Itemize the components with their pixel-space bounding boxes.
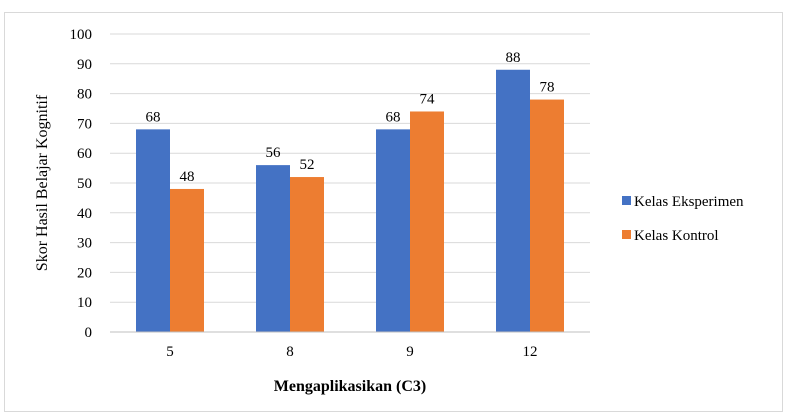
- x-tick-label: 8: [286, 344, 294, 360]
- x-axis-title: Mengaplikasikan (C3): [274, 378, 426, 395]
- y-tick-label: 90: [77, 57, 92, 73]
- data-label: 68: [386, 109, 401, 125]
- data-label: 78: [540, 80, 555, 96]
- bar-kelas-kontrol: [290, 177, 324, 332]
- y-tick-label: 80: [77, 87, 92, 103]
- data-label: 88: [506, 50, 521, 66]
- y-axis-title: Skor Hasil Belajar Kognitif: [34, 94, 51, 271]
- legend-swatch: [622, 230, 631, 239]
- y-tick-label: 0: [85, 325, 93, 341]
- x-axis-ticks: 5 8 9 12: [166, 344, 537, 360]
- legend-swatch: [622, 196, 631, 205]
- data-label: 52: [300, 157, 315, 173]
- bar-kelas-kontrol: [530, 99, 564, 332]
- y-tick-label: 70: [77, 116, 92, 132]
- y-tick-label: 60: [77, 146, 92, 162]
- bar-kelas-eksperimen: [496, 69, 530, 332]
- data-label: 68: [146, 109, 161, 125]
- bar-kelas-eksperimen: [376, 129, 410, 332]
- data-label: 56: [266, 145, 282, 161]
- y-tick-label: 50: [77, 176, 92, 192]
- bars: 68 48 56 52 68 74 88 78: [136, 50, 564, 332]
- x-tick-label: 9: [406, 344, 414, 360]
- x-tick-label: 12: [523, 344, 538, 360]
- legend: Kelas Eksperimen Kelas Kontrol: [622, 194, 744, 244]
- y-tick-label: 20: [77, 265, 92, 281]
- data-label: 74: [420, 91, 436, 107]
- bar-kelas-eksperimen: [256, 165, 290, 332]
- bar-kelas-eksperimen: [136, 129, 170, 332]
- bar-kelas-kontrol: [170, 188, 204, 332]
- legend-label: Kelas Kontrol: [634, 228, 719, 244]
- y-tick-label: 100: [70, 27, 93, 43]
- bar-kelas-kontrol: [410, 111, 444, 332]
- y-tick-label: 40: [77, 206, 92, 222]
- data-label: 48: [180, 169, 195, 185]
- y-tick-label: 10: [77, 295, 92, 311]
- legend-label: Kelas Eksperimen: [634, 194, 744, 210]
- x-tick-label: 5: [166, 344, 174, 360]
- y-tick-label: 30: [77, 236, 92, 252]
- y-axis-ticks: 0 10 20 30 40 50 60 70 80 90 100: [70, 27, 93, 341]
